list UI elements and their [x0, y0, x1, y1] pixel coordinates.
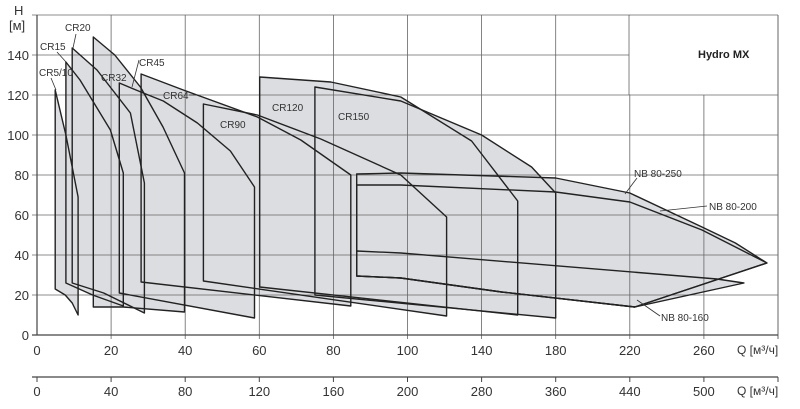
- y-axis-unit: [м]: [9, 18, 25, 33]
- title-box-bg: [629, 15, 778, 95]
- series-label: CR45: [139, 58, 165, 69]
- y-tick-label: 140: [7, 48, 29, 63]
- x-tick-label: 40: [178, 343, 192, 358]
- envelope-cr45: [118, 82, 256, 319]
- y-tick-label: 100: [7, 128, 29, 143]
- series-label: CR15: [40, 42, 66, 53]
- x-tick-label: 260: [693, 343, 715, 358]
- x-tick-label: 60: [252, 343, 266, 358]
- envelope-cr120: [259, 76, 519, 316]
- envelope-cr32: [92, 36, 186, 313]
- y-tick-label: 60: [15, 208, 29, 223]
- series-label: CR150: [338, 112, 370, 123]
- chart-title: Hydro MX: [698, 49, 750, 61]
- envelope-cr15: [65, 61, 125, 307]
- x-secondary-tick-label: 120: [248, 384, 270, 399]
- x-tick-label: 100: [397, 343, 419, 358]
- y-tick-label: 0: [22, 328, 29, 343]
- y-axis-label: H: [14, 3, 23, 18]
- series-label: CR5/10: [39, 68, 73, 79]
- x-axis-secondary-label: Q [м³/ч]: [737, 384, 778, 398]
- envelope-cr20: [71, 47, 146, 314]
- leader-line: [50, 77, 57, 91]
- x-tick-label: 80: [326, 343, 340, 358]
- leader-line: [72, 33, 77, 49]
- series-label: NB 80-200: [709, 202, 757, 213]
- y-tick-label: 20: [15, 288, 29, 303]
- leader-line: [56, 51, 67, 63]
- envelope-fill-nb-80-160: [356, 251, 744, 307]
- series-labels: CR5/10 CR15 CR20 CR32 CR45 CR64 CR90 CR120 CR150…: [39, 23, 757, 324]
- x-axis-label: Q [м³/ч]: [737, 343, 778, 357]
- y-tick-label: 40: [15, 248, 29, 263]
- envelope-cr90: [202, 103, 448, 317]
- x-secondary-tick-label: 200: [397, 384, 419, 399]
- leader-line: [131, 59, 140, 88]
- y-tick-label: 80: [15, 168, 29, 183]
- leader-line: [636, 299, 661, 317]
- x-tick-label: 20: [104, 343, 118, 358]
- x-secondary-tick-label: 160: [323, 384, 345, 399]
- x-secondary-tick-label: 440: [619, 384, 641, 399]
- y-tick-label: 120: [7, 88, 29, 103]
- x-tick-label: 140: [471, 343, 493, 358]
- envelope-cr64: [140, 73, 352, 307]
- x-secondary-tick-label: 500: [693, 384, 715, 399]
- envelope-cr5-10: [54, 89, 79, 316]
- leader-line: [624, 177, 638, 195]
- x-secondary-tick-label: 360: [545, 384, 567, 399]
- series-label: CR20: [65, 23, 91, 34]
- x-tick-label: 180: [545, 343, 567, 358]
- x-tick-label: 0: [33, 343, 40, 358]
- series-label: CR32: [101, 73, 127, 84]
- x-secondary-tick-label: 0: [33, 384, 40, 399]
- x-secondary-tick-label: 80: [178, 384, 192, 399]
- series-label: CR90: [220, 120, 246, 131]
- series-label: CR120: [272, 103, 304, 114]
- series-label: NB 80-250: [634, 169, 682, 180]
- x-tick-label: 220: [619, 343, 641, 358]
- x-secondary-tick-label: 40: [104, 384, 118, 399]
- envelope-nb-80-160: [356, 250, 745, 308]
- series-label: CR64: [163, 91, 189, 102]
- leader-line: [659, 205, 708, 212]
- x-secondary-tick-label: 280: [471, 384, 493, 399]
- envelope-cr150: [314, 86, 557, 319]
- envelope-outlines: [54, 36, 768, 319]
- series-label: NB 80-160: [661, 313, 709, 324]
- grid: [32, 14, 779, 339]
- axes: 0 20 40 60 80 100 120 140 0 20 40 60 80 100 140 180 220 2…: [7, 15, 779, 399]
